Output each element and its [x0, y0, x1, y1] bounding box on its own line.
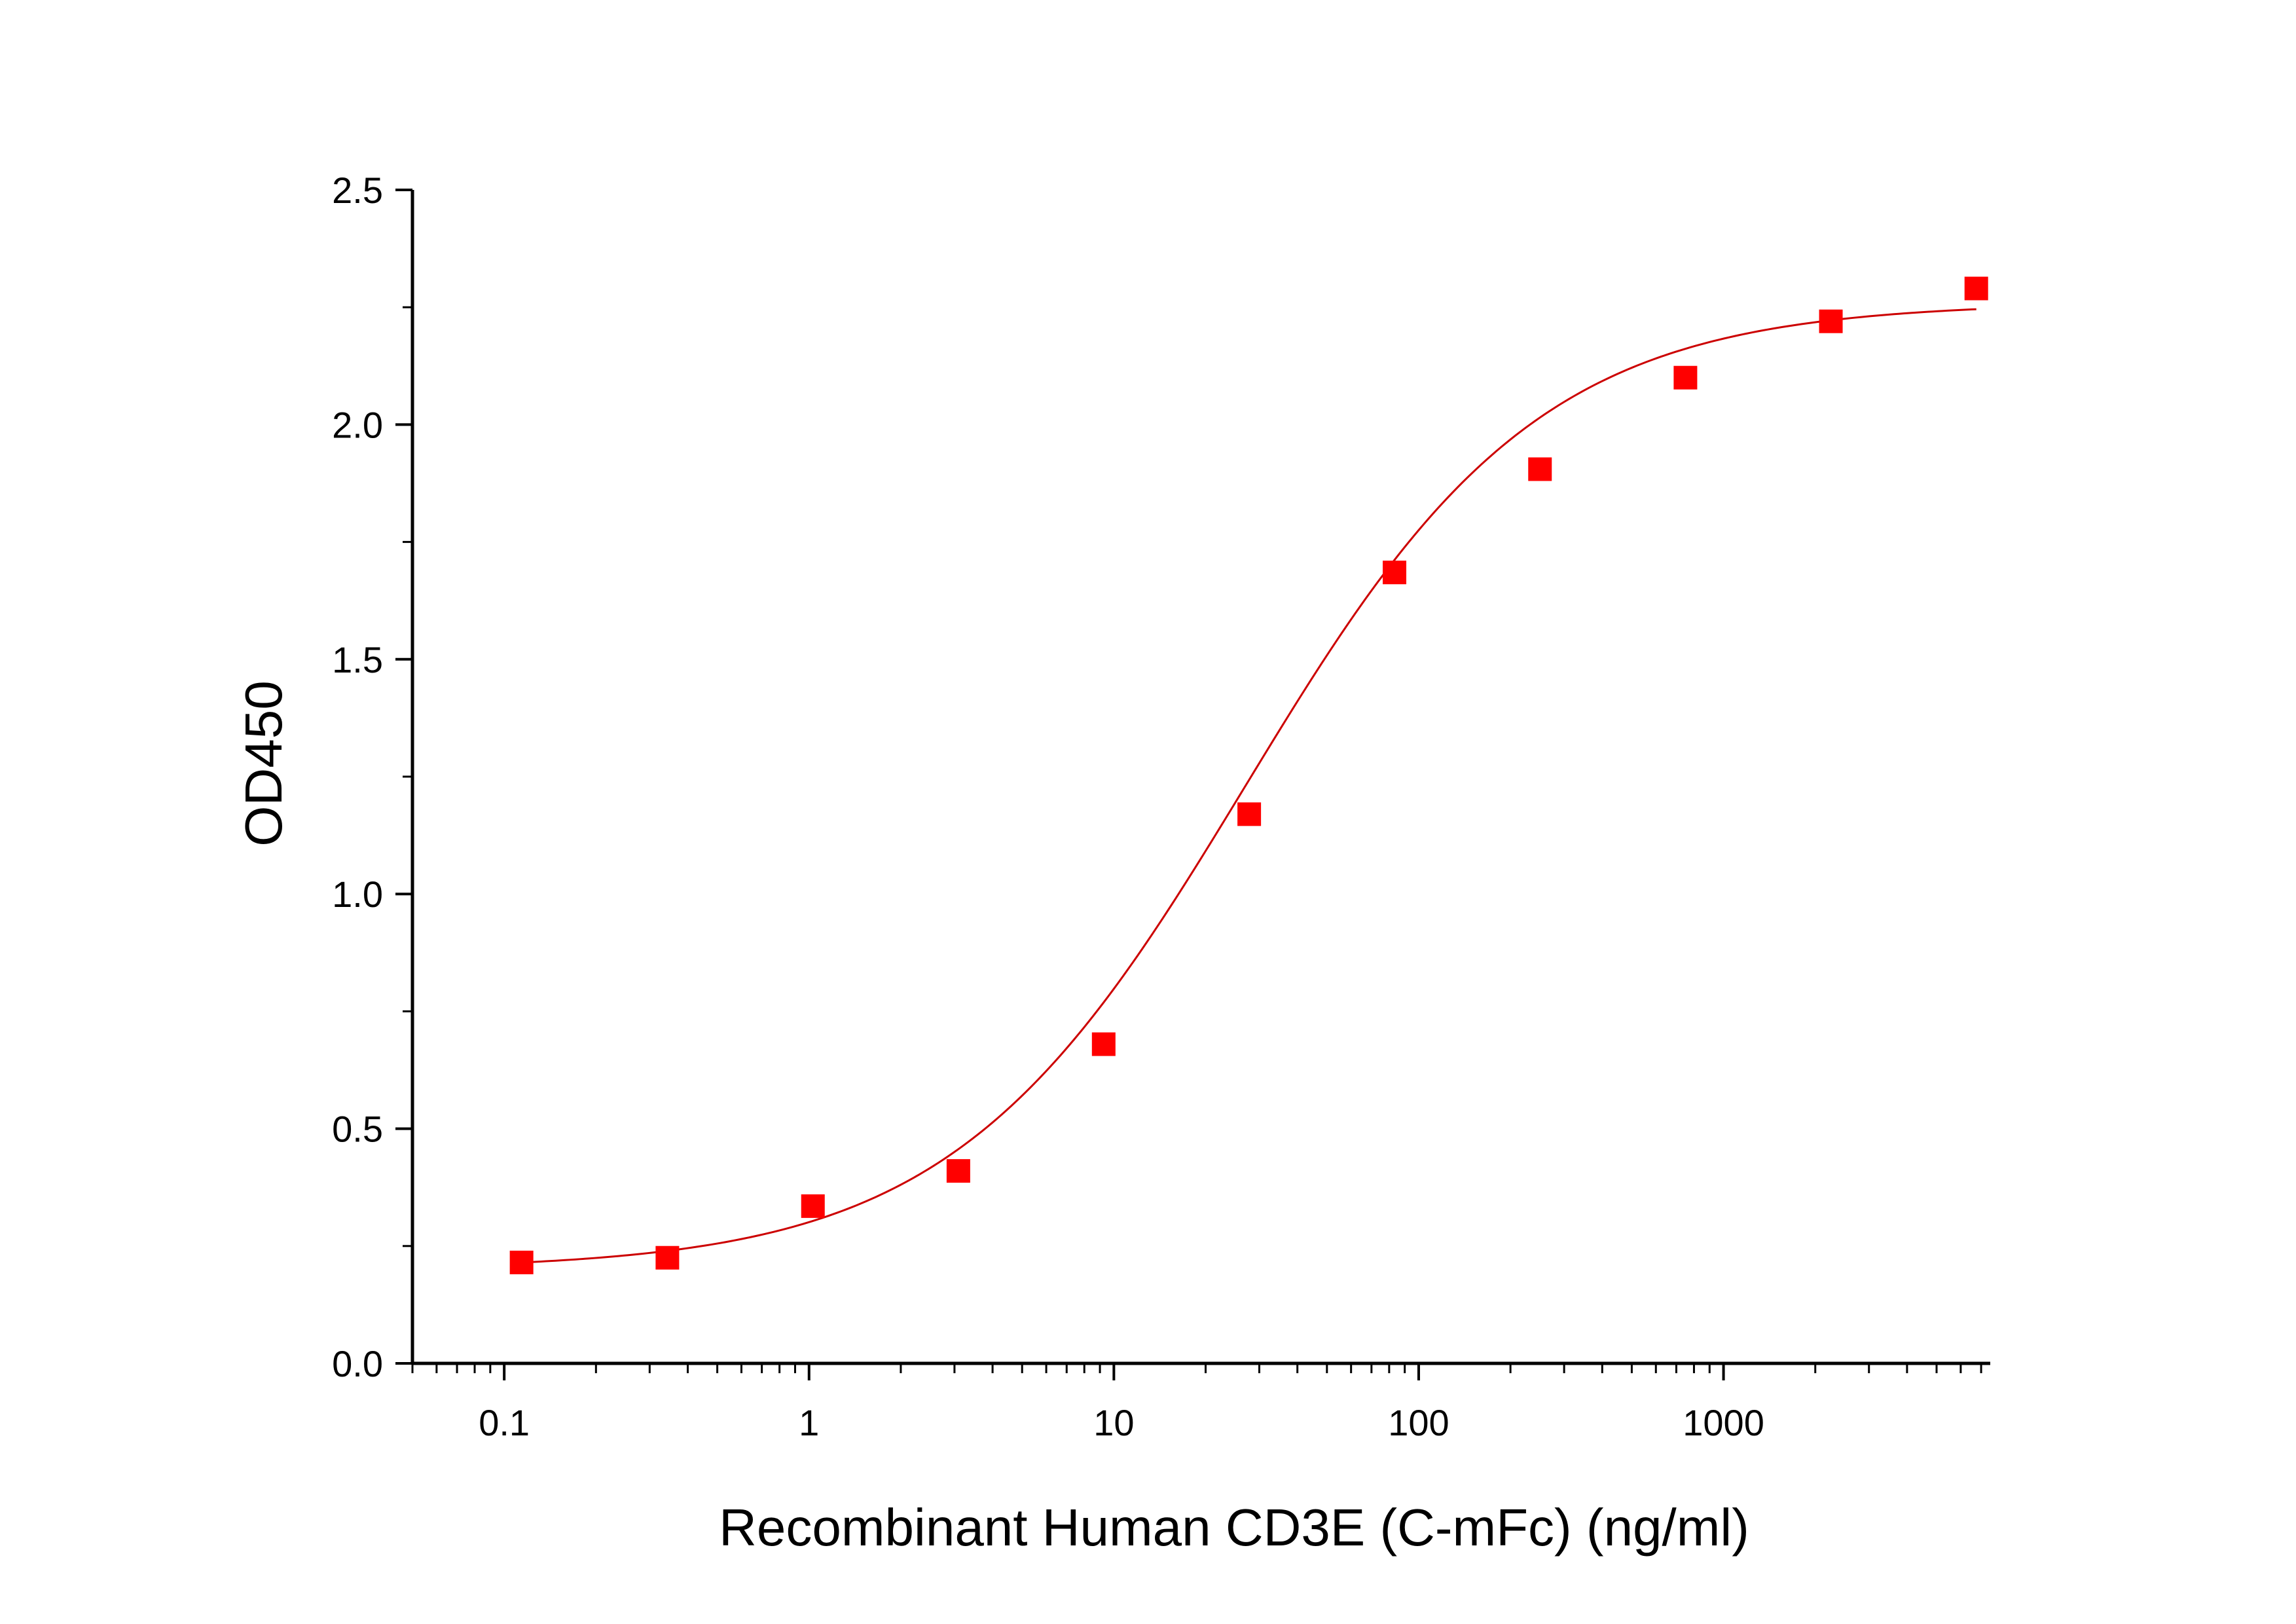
- x-tick-label: 100: [1388, 1402, 1449, 1443]
- data-point: [801, 1194, 825, 1218]
- data-point: [1964, 276, 1988, 301]
- y-tick-label: 2.5: [332, 170, 383, 211]
- y-axis-title: OD450: [234, 680, 293, 846]
- x-ticks: 0.1 1 10 100 1000: [411, 1363, 1982, 1443]
- x-tick-label: 0.1: [479, 1402, 530, 1443]
- data-point: [509, 1250, 534, 1274]
- y-tick-label: 1.5: [332, 639, 383, 680]
- y-ticks: 0.0 0.5 1.0 1.5 2.0 2.5: [332, 170, 412, 1384]
- data-points: [509, 276, 1988, 1274]
- axes: [410, 190, 1990, 1365]
- x-tick-label: 1000: [1683, 1402, 1764, 1443]
- x-axis-title: Recombinant Human CD3E (C-mFc) (ng/ml): [719, 1498, 1749, 1557]
- data-point: [1383, 561, 1407, 585]
- y-tick-label: 1.0: [332, 874, 383, 915]
- data-point: [946, 1159, 970, 1183]
- data-point: [1237, 802, 1262, 826]
- y-tick-label: 0.5: [332, 1109, 383, 1150]
- fit-curve: [521, 308, 1977, 1264]
- y-tick-label: 0.0: [332, 1343, 383, 1384]
- x-tick-label: 1: [799, 1402, 819, 1443]
- data-point: [1091, 1032, 1116, 1056]
- data-point: [655, 1246, 680, 1270]
- x-tick-label: 10: [1093, 1402, 1134, 1443]
- data-point: [1673, 365, 1698, 390]
- y-tick-label: 2.0: [332, 404, 383, 445]
- data-point: [1819, 309, 1843, 333]
- data-point: [1528, 457, 1552, 481]
